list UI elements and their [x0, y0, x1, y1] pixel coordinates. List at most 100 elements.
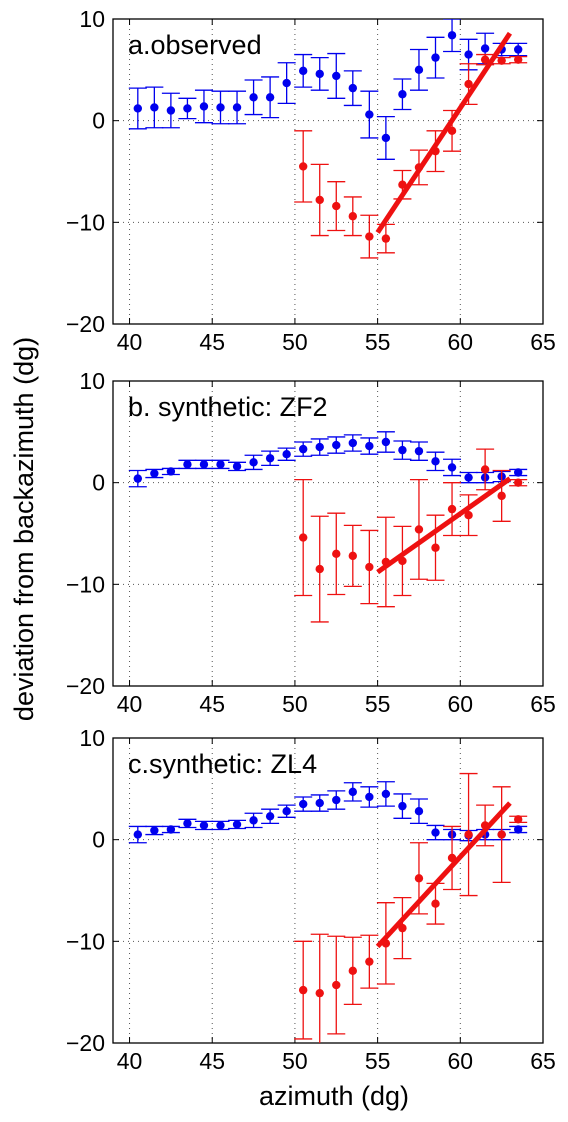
panel-c-blue-point-13: [348, 787, 358, 797]
panel-b-blue-point-10: [298, 444, 308, 454]
panel-c-y-tick-label-0: −20: [66, 1030, 105, 1056]
panel-a-blue-point-21: [480, 44, 490, 53]
panel-c-red-point-6: [398, 923, 407, 933]
panel-c-frame: [112, 737, 544, 1044]
panel-b-data: [128, 431, 528, 623]
panel-b-blue-point-5: [216, 460, 225, 469]
panel-a-title: a.observed: [128, 30, 262, 60]
panel-c-blue-point-2: [166, 825, 176, 834]
panel-a-red-point-12: [497, 56, 506, 65]
panel-c-blue-point-10: [298, 799, 308, 809]
panel-c-y-tick-label-2: 0: [92, 827, 105, 853]
panel-a-blue-point-16: [398, 90, 407, 99]
panel-a-blue-point-19: [447, 31, 457, 40]
panel-c-x-tick-label-2: 50: [282, 1048, 308, 1074]
panel-b-blue-point-12: [332, 440, 341, 450]
panel-b-red-point-8: [431, 543, 440, 552]
panel-b-blue-point-14: [365, 441, 374, 451]
panel-c-red-point-8: [431, 899, 440, 908]
panel-a-blue-point-10: [298, 66, 308, 76]
x-axis-label: azimuth (dg): [259, 1081, 409, 1111]
panel-b-red-point-4: [365, 562, 374, 572]
panel-a-y-tick-label-2: 0: [92, 108, 105, 134]
panel-b-blue-point-20: [464, 473, 473, 482]
panel-c-blue-point-7: [249, 816, 258, 825]
panel-c-blue-point-0: [133, 830, 143, 839]
panel-a-red-point-10: [464, 79, 473, 89]
panel-b-frame: [112, 380, 544, 687]
panel-c-title: c.synthetic: ZL4: [128, 749, 317, 779]
panel-a-blue-point-11: [315, 69, 324, 79]
panel-a-blue-point-7: [249, 93, 258, 102]
panel-a-red-point-4: [365, 232, 374, 241]
panel-a-red-point-3: [348, 212, 358, 221]
panel-b-x-tick-label-5: 65: [530, 691, 556, 717]
panel-a-blue-point-17: [414, 65, 424, 75]
panel-b-red-point-7: [414, 525, 424, 534]
panel-a-blue-point-9: [282, 78, 291, 88]
panel-b-x-tick-label-0: 40: [117, 691, 143, 717]
panel-c-fit-line: [375, 801, 512, 949]
panel-a-blue-point-23: [513, 45, 523, 54]
panel-b-blue-point-2: [166, 467, 176, 476]
panel-a-blue-point-1: [150, 103, 159, 112]
panel-b-x-tick-label-3: 55: [365, 691, 391, 717]
panel-a-blue-point-3: [183, 104, 192, 113]
panel-b-blue-point-8: [265, 454, 275, 463]
panel-a-x-tick-label-5: 65: [530, 329, 556, 355]
panel-a-frame: [112, 18, 544, 325]
panel-c-y-tick-label-3: 10: [79, 725, 105, 751]
panel-b-y-tick-label-1: −10: [66, 571, 105, 597]
panel-c-x-tick-label-3: 55: [365, 1048, 391, 1074]
panel-c-x-tick-label-0: 40: [117, 1048, 143, 1074]
panel-a-blue-point-20: [464, 50, 473, 59]
panel-b-x-tick-label-4: 60: [448, 691, 474, 717]
panel-a-blue-point-0: [133, 104, 143, 113]
panel-c: 40 45 50 55 60 65 −20 −10 0 10 c.synthetic: ZL4: [66, 725, 556, 1074]
panel-a-y-tick-label-1: −10: [66, 209, 105, 235]
panel-b-blue-point-4: [199, 460, 209, 469]
panel-c-red-point-0: [298, 985, 308, 995]
panel-a-red-point-13: [513, 55, 523, 64]
panel-c-blue-point-8: [265, 812, 275, 821]
panel-a-blue-point-15: [381, 133, 391, 143]
panel-a-x-tick-label-4: 60: [448, 329, 474, 355]
panel-a-blue-point-8: [265, 93, 275, 102]
panel-c-blue-point-23: [513, 825, 523, 834]
panel-b-x-tick-label-2: 50: [282, 691, 308, 717]
panel-b-red-point-9: [447, 504, 457, 514]
y-axis-label: deviation from backazimuth (dg): [9, 337, 39, 721]
panel-a-red-point-9: [447, 126, 457, 136]
panel-b-red-point-11: [480, 465, 490, 474]
panel-b-blue-point-11: [315, 442, 324, 452]
panel-c-x-tick-label-5: 65: [530, 1048, 556, 1074]
panel-b-title: b. synthetic: ZF2: [128, 392, 328, 422]
panel-b-red-point-0: [298, 533, 308, 542]
panel-b-y-tick-label-3: 10: [79, 368, 105, 394]
panel-b-blue-point-15: [381, 437, 391, 447]
panel-c-blue-point-6: [232, 820, 242, 829]
panel-a-blue-point-12: [332, 71, 341, 81]
panel-a-y-tick-label-0: −20: [66, 311, 105, 337]
panel-c-red-point-10: [464, 830, 473, 839]
panel-c-blue-point-5: [216, 821, 225, 830]
panel-b-fit-line: [376, 476, 512, 575]
panel-a-x-tick-label-0: 40: [117, 329, 143, 355]
panel-b: 40 45 50 55 60 65 −20 −10 0 10 b. synthetic: ZF2: [66, 368, 556, 717]
panel-c-data: [128, 772, 528, 1043]
panel-b-blue-point-16: [398, 445, 407, 455]
panel-b-blue-point-1: [150, 469, 159, 478]
panel-a-red-point-2: [332, 201, 341, 211]
panel-c-blue-point-14: [365, 792, 374, 802]
panel-a-blue-point-14: [365, 110, 374, 119]
panel-c-red-point-7: [414, 874, 424, 883]
panel-a-red-point-11: [480, 55, 490, 64]
panel-b-blue-point-23: [513, 468, 523, 477]
panel-c-blue-point-4: [199, 821, 209, 830]
panel-a-red-point-6: [398, 180, 407, 189]
panel-c-blue-point-11: [315, 798, 324, 808]
panel-a-blue-point-4: [199, 102, 209, 111]
panel-b-blue-point-7: [249, 458, 258, 467]
panel-c-blue-point-3: [183, 819, 192, 828]
